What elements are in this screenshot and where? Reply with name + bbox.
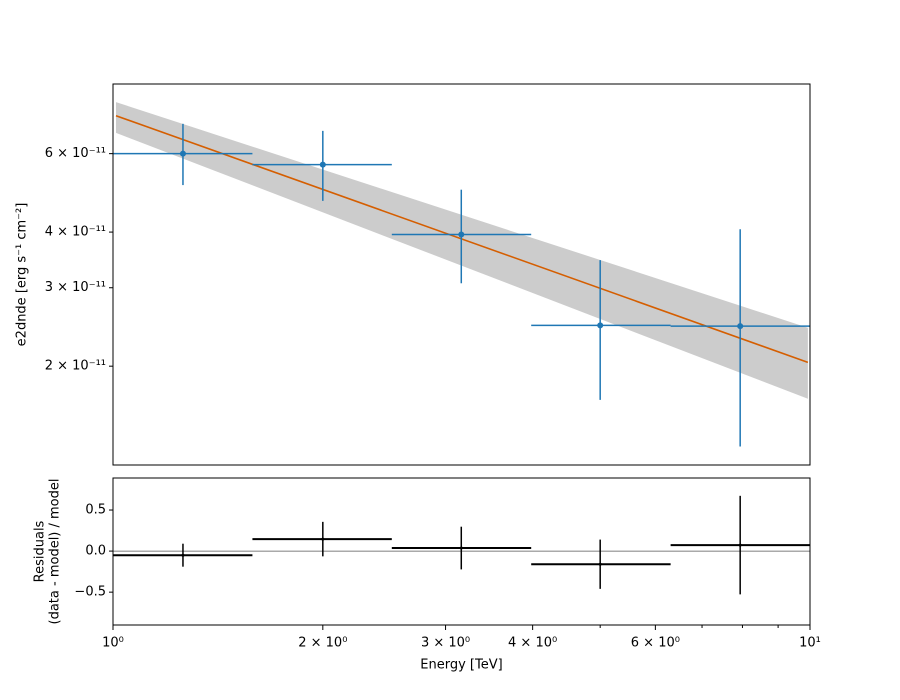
x-tick-label: 6 × 10⁰: [631, 636, 680, 651]
data-point: [321, 537, 325, 541]
x-tick-label: 4 × 10⁰: [508, 636, 557, 651]
x-tick-label: 10⁰: [102, 636, 124, 651]
data-point: [597, 322, 604, 329]
data-point: [459, 546, 463, 550]
x-tick-label: 10¹: [799, 636, 821, 651]
y-axis-label: (data - model) / model: [48, 479, 63, 625]
data-point: [598, 562, 602, 566]
data-point: [738, 543, 742, 547]
y-tick-label: 0.0: [85, 544, 106, 559]
y-axis-label: Residuals: [33, 520, 48, 582]
axes-frame: [112, 477, 811, 626]
y-tick-label: 6 × 10⁻¹¹: [45, 146, 106, 161]
y-tick-label: 4 × 10⁻¹¹: [45, 225, 106, 240]
y-tick-label: 0.5: [85, 503, 106, 518]
plot-area: [113, 495, 810, 595]
data-point: [319, 161, 326, 168]
x-tick-label: 3 × 10⁰: [421, 636, 470, 651]
data-point: [179, 150, 186, 157]
y-tick-label: 2 × 10⁻¹¹: [45, 359, 106, 374]
axes-frame: [112, 83, 811, 466]
x-tick-label: 2 × 10⁰: [298, 636, 347, 651]
x-axis-label: Energy [TeV]: [420, 658, 502, 673]
y-tick-label: 3 × 10⁻¹¹: [45, 280, 106, 295]
data-point: [181, 553, 185, 557]
plot-area: [113, 102, 810, 447]
y-axis-label: e2dnde [erg s⁻¹ cm⁻²]: [15, 203, 30, 347]
y-tick-label: −0.5: [74, 585, 106, 600]
data-point: [458, 231, 465, 238]
data-point: [737, 323, 744, 330]
